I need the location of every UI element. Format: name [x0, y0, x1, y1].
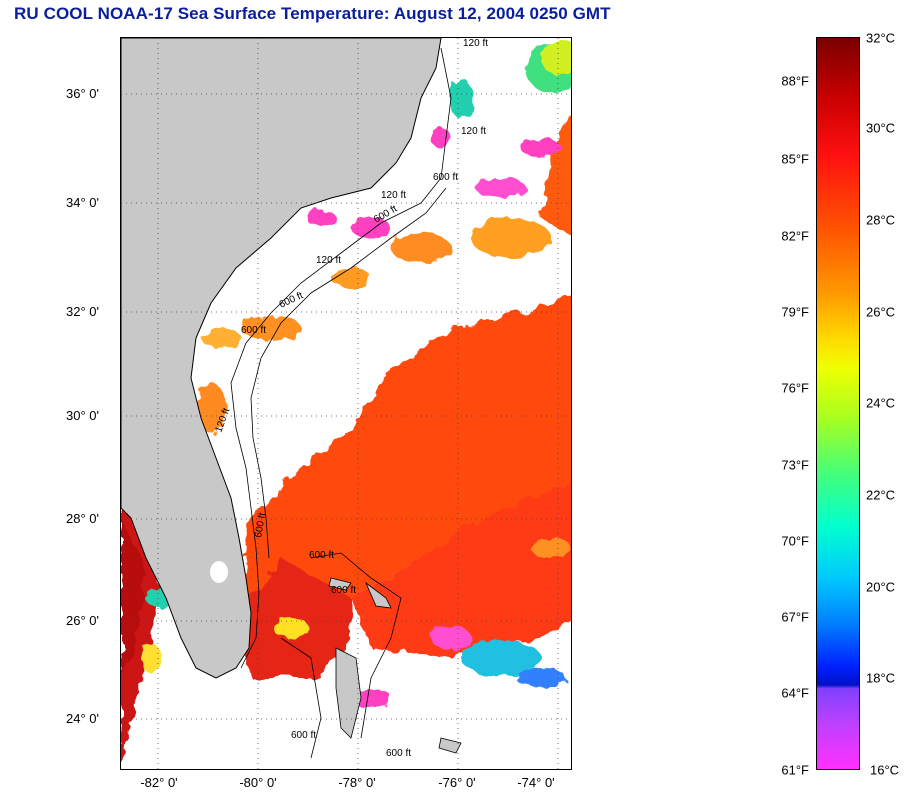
latitude-label: 34° 0'	[66, 195, 99, 210]
contour-label: 600 ft	[253, 512, 268, 539]
page-title: RU COOL NOAA-17 Sea Surface Temperature:…	[14, 4, 611, 23]
latitude-label: 26° 0'	[66, 613, 99, 628]
celsius-label: 24°C	[866, 395, 896, 411]
fahrenheit-label: 70°F	[781, 533, 809, 549]
celsius-label: 26°C	[866, 304, 896, 320]
contour-label: 600 ft	[309, 550, 334, 561]
patch-layer	[141, 40, 571, 708]
latitude-label: 24° 0'	[66, 711, 99, 726]
bahamas-islands	[328, 577, 462, 754]
contour-label: 120 ft	[463, 38, 488, 49]
celsius-label: 18°C	[866, 670, 896, 686]
longitude-label: -74° 0'	[517, 775, 555, 790]
fahrenheit-label: 85°F	[781, 151, 809, 167]
fahrenheit-label: 76°F	[781, 380, 809, 396]
celsius-label: 32°C	[866, 30, 896, 46]
longitude-label: -82° 0'	[140, 775, 178, 790]
latitude-label: 36° 0'	[66, 86, 99, 101]
sst-map[interactable]: 120 ft 120 ft 600 ft 120 ft 600 ft 120 f…	[120, 37, 572, 770]
fahrenheit-label: 61°F	[781, 762, 809, 778]
sst-map-graphic: 120 ft 120 ft 600 ft 120 ft 600 ft 120 f…	[121, 38, 571, 769]
graticule	[121, 38, 571, 769]
latitude-label: 30° 0'	[66, 408, 99, 423]
warm-water-layer	[121, 110, 571, 769]
fahrenheit-label: 67°F	[781, 609, 809, 625]
contour-label: 120 ft	[381, 190, 406, 201]
temperature-colorbar	[816, 37, 860, 770]
contour-label: 600 ft	[331, 585, 356, 596]
depth-contours	[230, 47, 452, 759]
contour-label: 600 ft	[386, 748, 411, 759]
celsius-label: 16°C	[870, 762, 900, 778]
longitude-label: -78° 0'	[338, 775, 376, 790]
lake-okeechobee	[210, 561, 228, 583]
fahrenheit-label: 82°F	[781, 228, 809, 244]
fahrenheit-label: 79°F	[781, 304, 809, 320]
fahrenheit-label: 64°F	[781, 685, 809, 701]
contour-label: 600 ft	[433, 172, 458, 183]
contour-label: 600 ft	[291, 730, 316, 741]
longitude-label: -76° 0'	[438, 775, 476, 790]
contour-label: 120 ft	[316, 255, 341, 266]
longitude-label: -80° 0'	[239, 775, 277, 790]
celsius-label: 22°C	[866, 487, 896, 503]
fahrenheit-label: 88°F	[781, 73, 809, 89]
contour-label: 600 ft	[241, 325, 266, 336]
land-mass	[121, 38, 442, 679]
fahrenheit-label: 73°F	[781, 457, 809, 473]
contour-label: 120 ft	[461, 126, 486, 137]
latitude-label: 32° 0'	[66, 304, 99, 319]
celsius-label: 20°C	[866, 579, 896, 595]
latitude-label: 28° 0'	[66, 511, 99, 526]
celsius-label: 28°C	[866, 212, 896, 228]
celsius-label: 30°C	[866, 120, 896, 136]
